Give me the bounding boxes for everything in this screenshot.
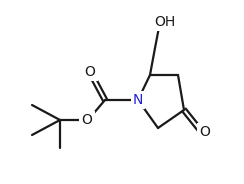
Text: O: O <box>200 125 210 139</box>
Text: OH: OH <box>154 15 176 29</box>
Text: O: O <box>81 113 92 127</box>
Text: O: O <box>85 65 95 79</box>
Text: N: N <box>133 93 143 107</box>
